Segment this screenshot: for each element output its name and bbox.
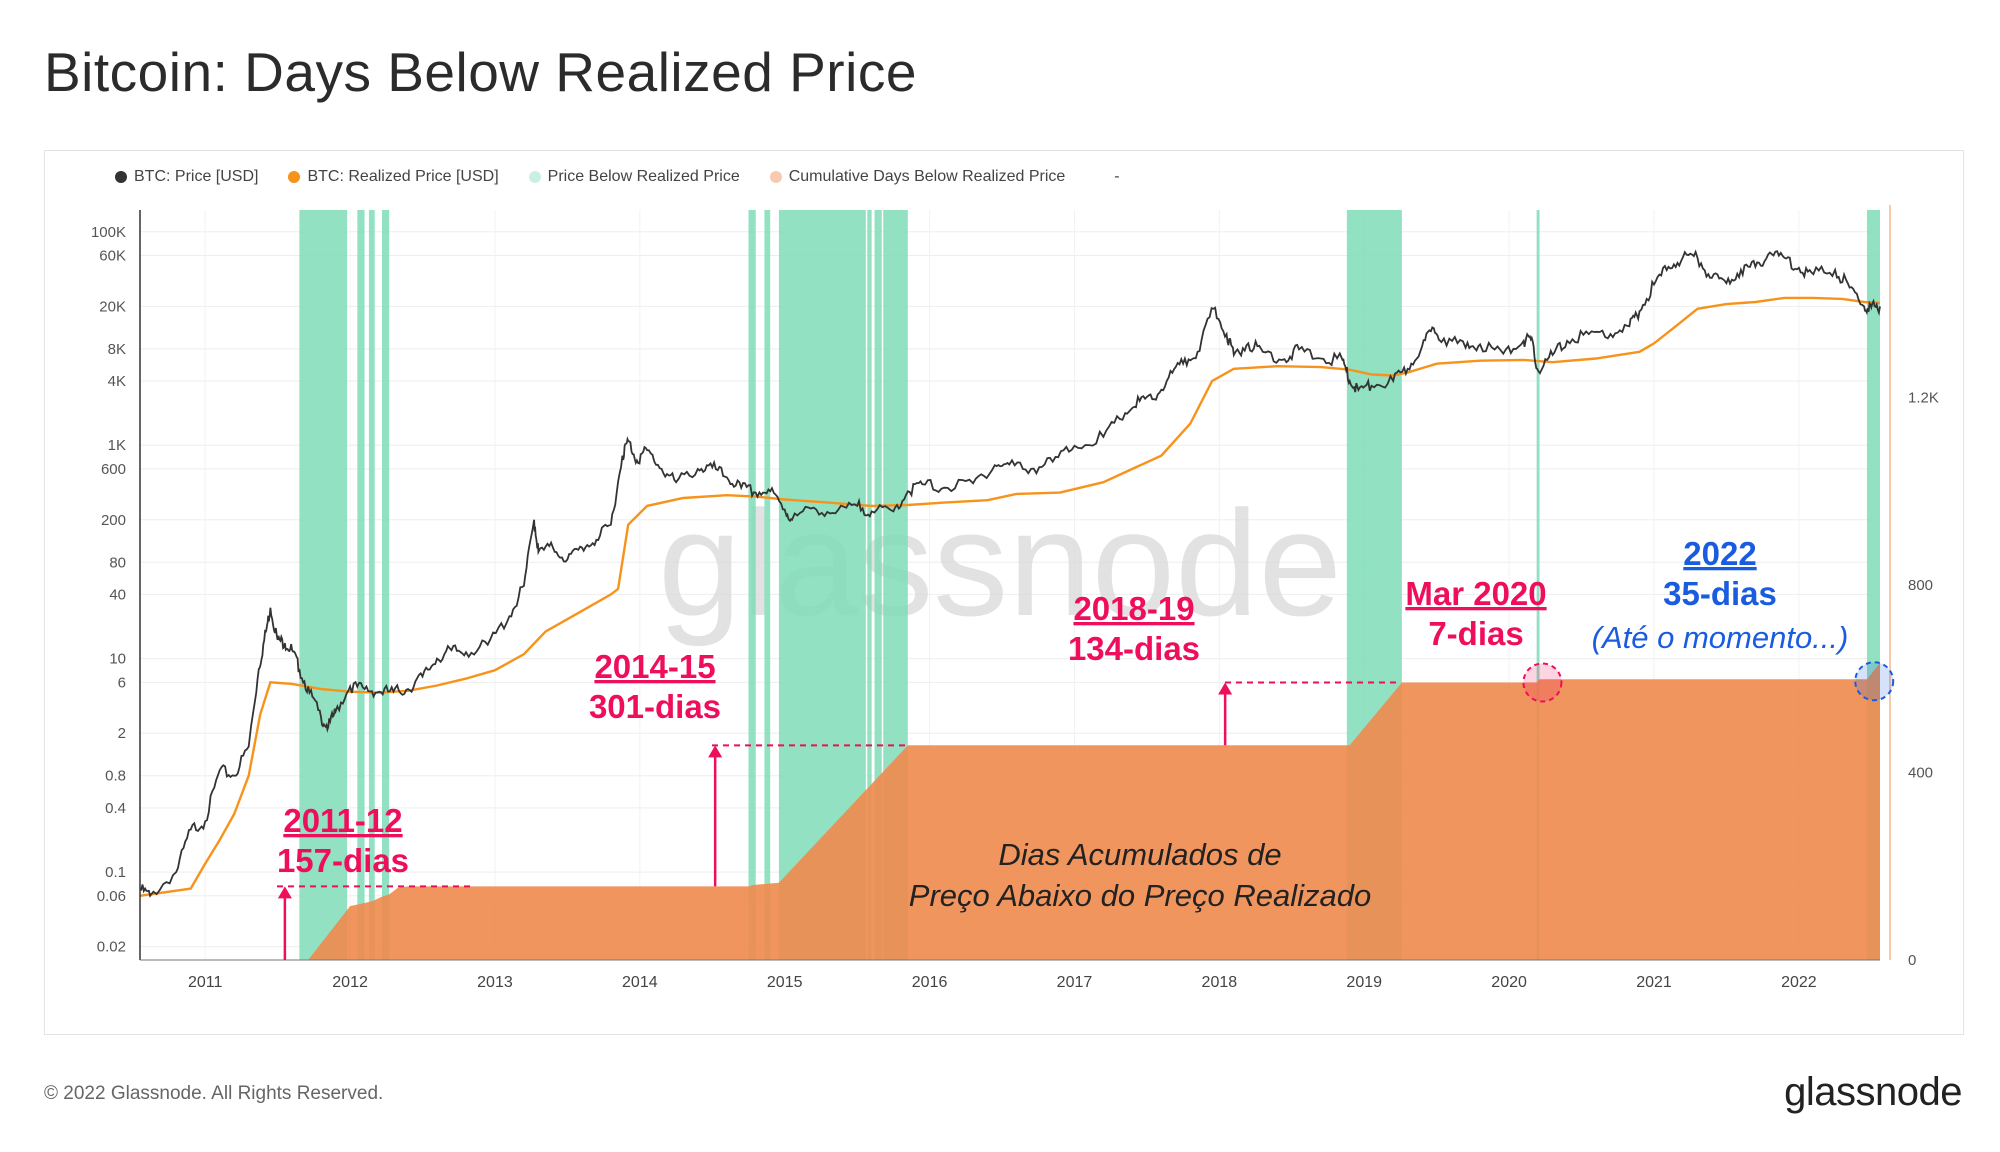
below-realized-band: [299, 210, 348, 960]
y-left-tick-label: 80: [109, 554, 126, 571]
cumulative-label-line2: Preço Abaixo do Preço Realizado: [909, 878, 1371, 913]
axes: 100K 60K 20K 8K 4K 1K 600 200 80 40 10 6 2 0.8 0.4 0.1 0…: [91, 205, 1939, 991]
y-right-tick-label: 1.2K: [1908, 390, 1939, 407]
y-right-tick-label: 0: [1908, 952, 1916, 969]
x-tick-label: 2019: [1346, 974, 1382, 991]
x-tick-label: 2018: [1202, 974, 1238, 991]
legend-marker-icon: [769, 171, 782, 183]
y-left-tick-label: 600: [101, 461, 126, 478]
annotation-days: 134-dias: [1068, 630, 1200, 667]
legend-label: BTC: Realized Price [USD]: [307, 168, 499, 185]
legend-marker-icon: [288, 171, 301, 183]
y-left-tick-label: 0.1: [105, 864, 126, 881]
brand-logo: glassnode: [1784, 1070, 1962, 1114]
y-left-tick-label: 0.8: [105, 768, 126, 785]
copyright: © 2022 Glassnode. All Rights Reserved.: [44, 1083, 384, 1104]
annotation-period: 2018-19: [1073, 590, 1194, 627]
below-realized-band: [764, 210, 771, 960]
x-tick-label: 2022: [1781, 974, 1817, 991]
y-left-tick-label: 200: [101, 512, 126, 529]
y-left-tick-label: 0.02: [97, 939, 126, 956]
legend-label: BTC: Price [USD]: [134, 168, 259, 185]
below-realized-band: [381, 210, 390, 960]
legend-label: -: [1114, 168, 1120, 185]
x-tick-label: 2020: [1491, 974, 1527, 991]
y-left-tick-label: 0.4: [105, 800, 126, 817]
y-left-tick-label: 10: [109, 651, 126, 668]
below-realized-band: [748, 210, 756, 960]
cumulative-label-line1: Dias Acumulados de: [998, 837, 1281, 872]
realized-price-line: [139, 296, 1881, 897]
y-left-tick-label: 20K: [99, 298, 126, 315]
x-tick-label: 2017: [1057, 974, 1093, 991]
below-realized-band: [1536, 210, 1540, 960]
legend-item[interactable]: Cumulative Days Below Realized Price: [769, 168, 1066, 186]
legend-item[interactable]: BTC: Price [USD]: [115, 168, 258, 186]
below-realized-band: [874, 210, 882, 960]
annotation-days: 301-dias: [589, 688, 721, 725]
below-realized-band: [867, 210, 872, 960]
y-left-tick-label: 60K: [99, 247, 126, 264]
y-left-tick-label: 1K: [108, 437, 126, 454]
cumulative-days-area: [140, 662, 1880, 960]
highlight-circle-2022: [1854, 661, 1895, 702]
legend-marker-icon: [528, 171, 541, 183]
legend-label: Cumulative Days Below Realized Price: [788, 168, 1066, 185]
legend-item[interactable]: -: [1095, 168, 1120, 186]
legend-label: Price Below Realized Price: [547, 168, 740, 185]
x-tick-label: 2015: [767, 974, 803, 991]
y-left-tick-label: 0.06: [97, 888, 126, 905]
annotation-days: 35-dias: [1663, 575, 1777, 612]
arrow-head-icon: [277, 886, 292, 899]
annotation-period: 2022: [1683, 535, 1756, 572]
page-title: Bitcoin: Days Below Realized Price: [44, 41, 917, 103]
x-tick-label: 2014: [622, 974, 658, 991]
cumulative-area: [140, 662, 1880, 960]
below-realized-band: [368, 210, 375, 960]
legend-item[interactable]: Price Below Realized Price: [528, 168, 740, 186]
highlight-circle-2020: [1522, 662, 1563, 703]
annotation-period: 2011-12: [283, 802, 402, 839]
x-tick-label: 2013: [477, 974, 513, 991]
x-tick-label: 2021: [1636, 974, 1672, 991]
legend-marker-icon: [1095, 171, 1108, 183]
annotation-period: 2014-15: [594, 648, 715, 685]
watermark: glassnode: [658, 479, 1342, 647]
annotation-period: Mar 2020: [1405, 575, 1546, 612]
legend-item[interactable]: BTC: Realized Price [USD]: [288, 168, 499, 186]
price-lines: [139, 249, 1881, 898]
annotation-note: (Até o momento...): [1592, 620, 1849, 655]
x-tick-label: 2012: [332, 974, 368, 991]
y-right-tick-label: 800: [1908, 577, 1933, 594]
below-realized-band: [357, 210, 365, 960]
annotation-days: 7-dias: [1428, 615, 1523, 652]
y-left-tick-label: 100K: [91, 224, 126, 241]
y-left-tick-label: 2: [118, 725, 126, 742]
btc-price-line: [139, 249, 1881, 898]
x-tick-label: 2016: [912, 974, 948, 991]
x-tick-label: 2011: [188, 974, 223, 991]
annotation-days: 157-dias: [277, 842, 409, 879]
y-left-tick-label: 40: [109, 586, 126, 603]
y-left-tick-label: 6: [118, 674, 126, 691]
y-left-tick-label: 8K: [108, 341, 126, 358]
arrow-head-icon: [708, 745, 723, 758]
chart-legend: BTC: Price [USD] BTC: Realized Price [USD…: [115, 168, 1150, 186]
y-right-tick-label: 400: [1908, 765, 1933, 782]
arrow-head-icon: [1218, 682, 1233, 695]
y-left-tick-label: 4K: [108, 373, 126, 390]
legend-marker-icon: [115, 171, 127, 183]
